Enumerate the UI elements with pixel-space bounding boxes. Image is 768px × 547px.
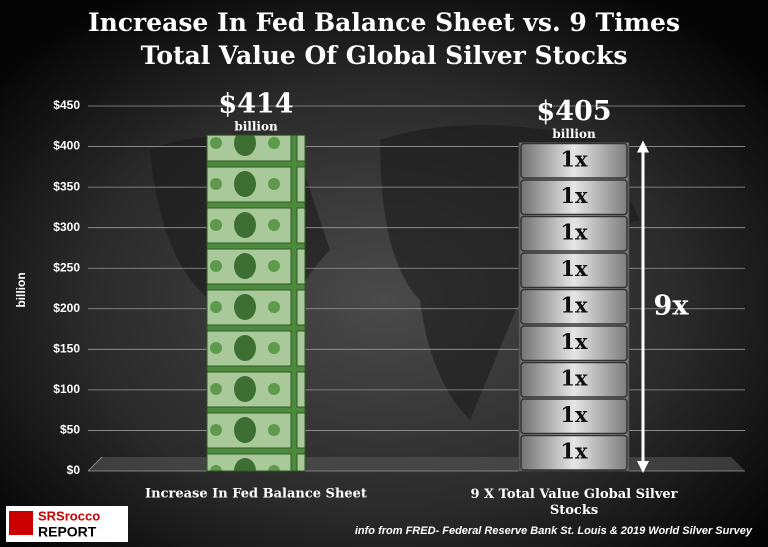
arrow-head	[637, 140, 649, 153]
value-label: $414	[218, 89, 293, 120]
block-label: 1x	[560, 292, 588, 317]
block-outline	[520, 325, 628, 362]
block-label: 1x	[560, 146, 588, 171]
y-tick-label: $450	[53, 98, 80, 112]
block-label: 1x	[560, 365, 588, 390]
y-tick-label: $100	[53, 382, 80, 396]
block-label: 1x	[560, 256, 588, 281]
bar	[518, 142, 630, 472]
block-outline	[520, 142, 628, 179]
x-tick-label: Increase In Fed Balance Sheet	[145, 487, 367, 502]
chart-title: Increase In Fed Balance Sheet vs. 9 Time…	[88, 8, 680, 70]
logo-icon	[9, 511, 33, 535]
source-note: info from FRED- Federal Reserve Bank St.…	[355, 525, 753, 537]
block-label: 1x	[560, 219, 588, 244]
bar	[206, 134, 306, 472]
y-axis-label: billion	[14, 272, 28, 307]
block-label: 1x	[560, 402, 588, 427]
block-label: 1x	[560, 329, 588, 354]
block-outline	[520, 361, 628, 398]
y-tick-label: $300	[53, 220, 80, 234]
y-tick-label: $250	[53, 260, 80, 274]
block-outline	[520, 252, 628, 289]
block-outline	[520, 434, 628, 471]
value-label: $405	[536, 96, 611, 127]
y-tick-label: $350	[53, 179, 80, 193]
block-label: 1x	[560, 183, 588, 208]
y-tick-label: $50	[60, 423, 80, 437]
block-outline	[520, 288, 628, 325]
block-outline	[520, 215, 628, 252]
logo-text: SRSrocco	[38, 508, 100, 523]
value-unit: billion	[552, 127, 596, 141]
y-axis	[87, 456, 103, 472]
logo: SRSrocco REPORT	[6, 506, 128, 542]
logo-text: REPORT	[38, 524, 97, 540]
x-tick-label: 9 X Total Value Global Silver Stocks	[470, 487, 677, 518]
y-tick-label: $200	[53, 301, 80, 315]
value-unit: billion	[234, 120, 278, 134]
y-tick-label: $0	[67, 463, 81, 477]
block-outline	[520, 179, 628, 216]
block-outline	[520, 398, 628, 435]
block-label: 1x	[560, 438, 588, 463]
multiplier-label: 9x	[654, 290, 690, 321]
arrow-head	[637, 461, 649, 473]
y-tick-label: $400	[53, 139, 80, 153]
y-tick-label: $150	[53, 342, 80, 356]
